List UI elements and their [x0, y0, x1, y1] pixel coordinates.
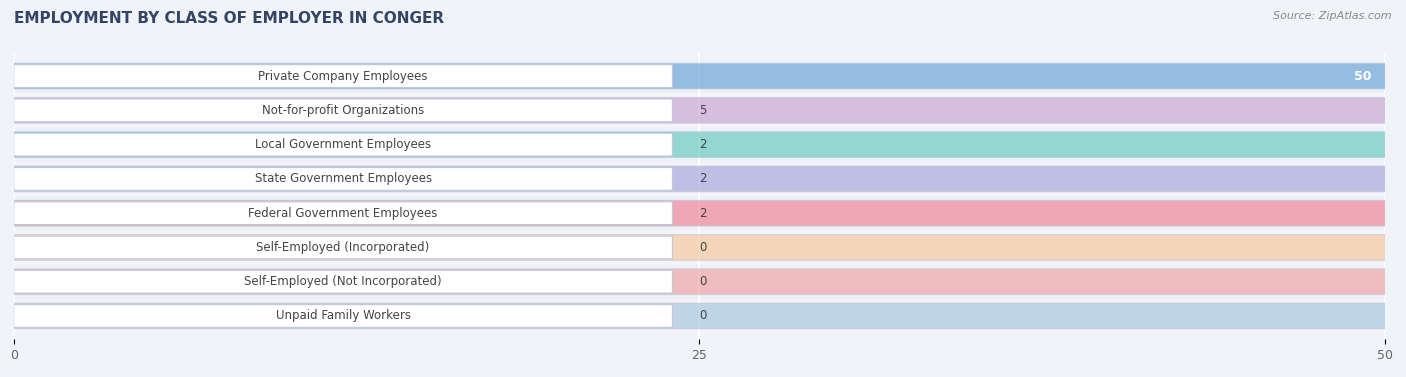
FancyBboxPatch shape [14, 63, 1385, 89]
Text: 2: 2 [700, 138, 707, 151]
FancyBboxPatch shape [14, 202, 672, 225]
Text: 50: 50 [1354, 70, 1371, 83]
Text: Self-Employed (Not Incorporated): Self-Employed (Not Incorporated) [245, 275, 441, 288]
Text: Private Company Employees: Private Company Employees [259, 70, 427, 83]
Text: State Government Employees: State Government Employees [254, 172, 432, 185]
FancyBboxPatch shape [14, 270, 672, 293]
Text: 0: 0 [700, 310, 707, 322]
FancyBboxPatch shape [14, 167, 672, 190]
FancyBboxPatch shape [14, 299, 1385, 333]
FancyBboxPatch shape [14, 265, 1385, 299]
FancyBboxPatch shape [14, 305, 672, 327]
FancyBboxPatch shape [14, 231, 1385, 264]
FancyBboxPatch shape [14, 128, 1385, 161]
FancyBboxPatch shape [14, 132, 1385, 158]
FancyBboxPatch shape [14, 133, 672, 156]
Text: 0: 0 [700, 275, 707, 288]
Text: 5: 5 [700, 104, 707, 117]
Text: Source: ZipAtlas.com: Source: ZipAtlas.com [1274, 11, 1392, 21]
FancyBboxPatch shape [14, 166, 1385, 192]
FancyBboxPatch shape [14, 303, 1385, 329]
Text: 0: 0 [700, 241, 707, 254]
FancyBboxPatch shape [14, 98, 1385, 123]
FancyBboxPatch shape [14, 196, 1385, 230]
FancyBboxPatch shape [14, 269, 1385, 294]
FancyBboxPatch shape [14, 93, 1385, 127]
Text: Not-for-profit Organizations: Not-for-profit Organizations [262, 104, 425, 117]
Text: EMPLOYMENT BY CLASS OF EMPLOYER IN CONGER: EMPLOYMENT BY CLASS OF EMPLOYER IN CONGE… [14, 11, 444, 26]
FancyBboxPatch shape [14, 65, 672, 87]
Text: Self-Employed (Incorporated): Self-Employed (Incorporated) [256, 241, 430, 254]
Text: Unpaid Family Workers: Unpaid Family Workers [276, 310, 411, 322]
Text: 2: 2 [700, 172, 707, 185]
Text: 2: 2 [700, 207, 707, 220]
FancyBboxPatch shape [14, 234, 1385, 260]
FancyBboxPatch shape [14, 162, 1385, 196]
Text: Local Government Employees: Local Government Employees [254, 138, 432, 151]
FancyBboxPatch shape [14, 200, 1385, 226]
FancyBboxPatch shape [14, 236, 672, 259]
Text: Federal Government Employees: Federal Government Employees [249, 207, 437, 220]
FancyBboxPatch shape [14, 99, 672, 122]
FancyBboxPatch shape [14, 59, 1385, 93]
